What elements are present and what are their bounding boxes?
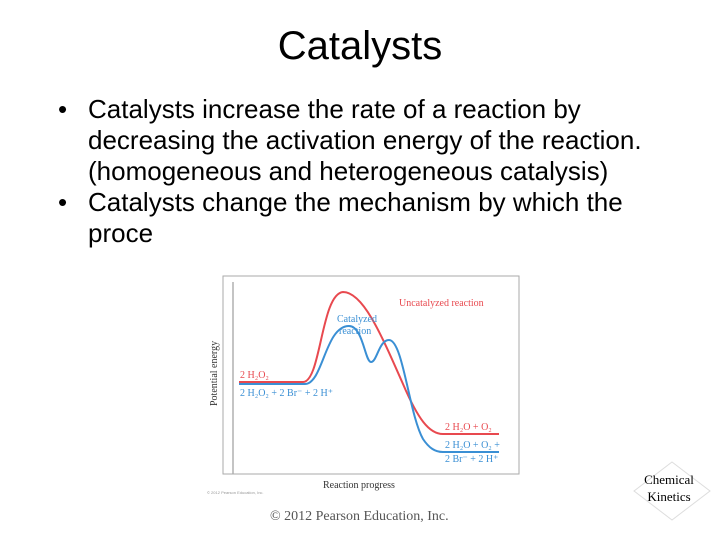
uncatalyzed-curve	[239, 290, 499, 435]
bullet-list: • Catalysts increase the rate of a react…	[58, 94, 658, 249]
products-catalyzed-line2: 2 Br⁻ + 2 H⁺	[445, 454, 498, 465]
badge-line1: Chemical	[644, 472, 694, 487]
bullet-text: Catalysts change the mechanism by which …	[88, 187, 623, 248]
bullet-item: • Catalysts increase the rate of a react…	[58, 94, 658, 187]
badge-line2: Kinetics	[647, 489, 691, 504]
x-axis-label: Reaction progress	[323, 480, 395, 491]
products-uncatalyzed-label: 2 H₂O + O₂	[445, 422, 492, 433]
corner-badge: Chemical Kinetics	[632, 471, 706, 505]
copyright-notice: © 2012 Pearson Education, Inc.	[270, 509, 449, 524]
bullet-dot: •	[58, 94, 68, 124]
reactants-catalyzed-label: 2 H₂O₂ + 2 Br⁻ + 2 H⁺	[240, 388, 333, 399]
bullet-item: • Catalysts change the mechanism by whic…	[58, 187, 658, 249]
bullet-text: Catalysts increase the rate of a reactio…	[88, 94, 642, 186]
catalyzed-curve	[239, 324, 499, 453]
energy-diagram-figure: Uncatalyzed reaction Catalyzed reaction …	[203, 274, 525, 500]
products-catalyzed-line1: 2 H₂O + O₂ +	[445, 440, 500, 451]
energy-diagram: Uncatalyzed reaction Catalyzed reaction …	[207, 275, 520, 495]
uncatalyzed-label: Uncatalyzed reaction	[399, 298, 484, 309]
plot-frame	[222, 275, 520, 475]
catalyzed-label-line1: Catalyzed	[337, 314, 377, 325]
slide-title: Catalysts	[277, 24, 443, 68]
figure-credit: © 2012 Pearson Education, Inc.	[207, 490, 264, 495]
y-axis-label: Potential energy	[209, 341, 220, 406]
catalyzed-label-line2: reaction	[339, 326, 371, 337]
corner-badge-shape	[633, 461, 711, 521]
bullet-dot: •	[58, 187, 68, 217]
reactants-uncatalyzed-label: 2 H₂O₂	[240, 370, 269, 381]
